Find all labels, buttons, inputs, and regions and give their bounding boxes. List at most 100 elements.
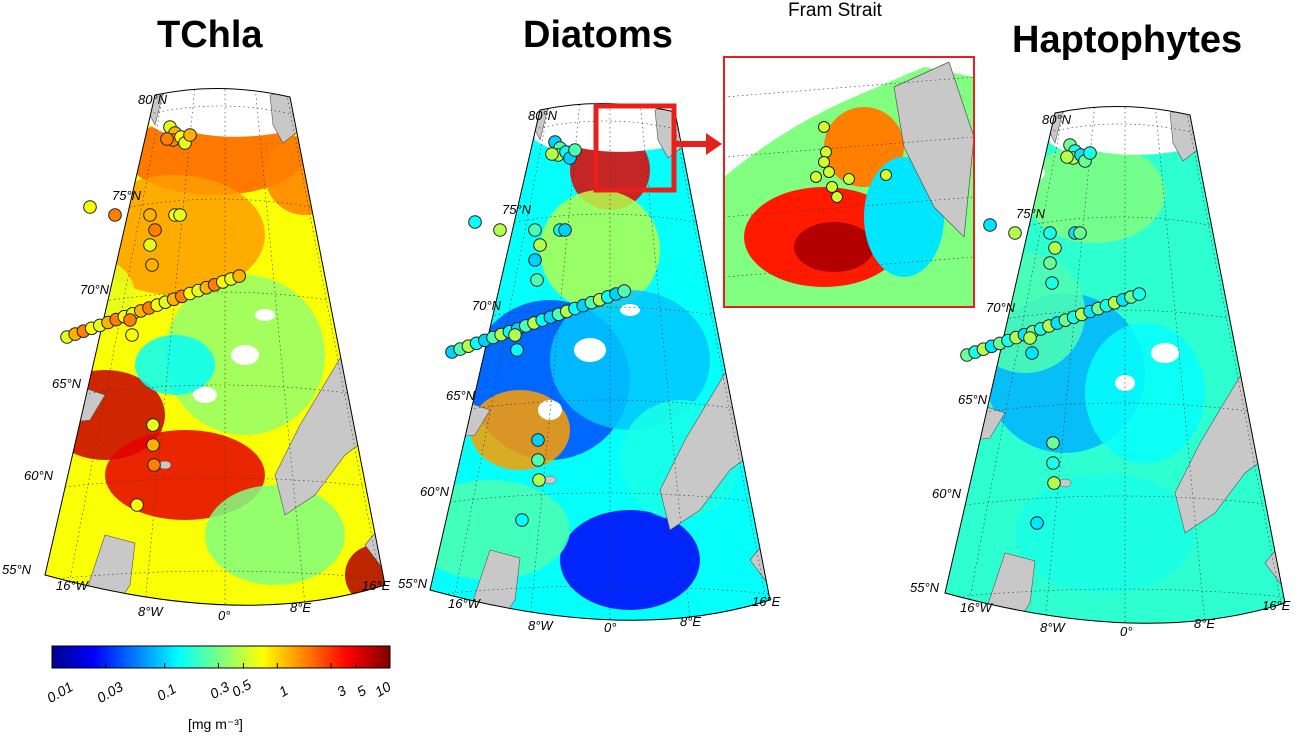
graticule-meridian — [529, 103, 581, 621]
lon-label-0: 0° — [604, 620, 617, 635]
station-marker — [530, 273, 544, 287]
graticule-parallel — [469, 399, 741, 410]
inset-map-fram-strait — [593, 56, 975, 308]
map-tchla — [44, 88, 386, 606]
inset-frame — [723, 56, 975, 308]
arrow-shaft — [674, 141, 708, 147]
station-marker — [1083, 146, 1097, 160]
land-faroes — [1058, 478, 1072, 488]
station-marker — [515, 513, 529, 527]
map-outline — [44, 88, 386, 606]
no-data-patch — [193, 387, 217, 403]
graticule-parallel — [945, 588, 1285, 599]
graticule-parallel — [964, 495, 1276, 506]
lat-label-55n: 55°N — [398, 576, 428, 591]
zoom-region-box — [593, 103, 677, 193]
station-marker — [147, 458, 161, 472]
station-marker — [493, 223, 507, 237]
station-marker — [173, 208, 187, 222]
station-marker — [818, 156, 830, 168]
station-marker — [83, 200, 97, 214]
graticule-meridian — [669, 103, 770, 621]
station-marker — [880, 169, 892, 181]
station-marker — [1047, 476, 1061, 490]
station-marker — [617, 284, 632, 298]
concentration-patch — [345, 545, 385, 605]
lat-label-60n: 60°N — [932, 486, 962, 501]
station-marker — [818, 121, 830, 133]
lon-label-8w: 8°W — [138, 604, 163, 619]
inset-land-svalbard — [893, 61, 974, 238]
lat-label-75n: 75°N — [112, 188, 142, 203]
arrow-to-inset — [674, 133, 722, 155]
graticule-meridian — [1184, 106, 1285, 624]
station-marker — [148, 223, 162, 237]
lat-label-60n: 60°N — [420, 484, 450, 499]
panel-title-diatoms: Diatoms — [523, 14, 673, 56]
inset-label: Fram Strait — [788, 0, 882, 21]
concentration-patch — [105, 430, 265, 520]
graticule-parallel — [724, 256, 974, 278]
no-data-patch — [255, 309, 275, 321]
graticule-parallel — [984, 402, 1256, 413]
lat-label-65n: 65°N — [446, 388, 476, 403]
station-marker — [1073, 226, 1087, 240]
station-marker — [1025, 346, 1039, 360]
station-marker — [810, 171, 822, 183]
no-data-patch — [1005, 163, 1045, 183]
lat-label-75n: 75°N — [502, 202, 532, 217]
station-marker — [826, 181, 838, 193]
lon-label-0: 0° — [218, 608, 231, 623]
map-outline — [944, 106, 1286, 624]
panel-title-tchla: TChla — [157, 14, 263, 56]
station-marker — [1046, 436, 1060, 450]
station-marker — [558, 223, 572, 237]
lat-label-80n: 80°N — [138, 92, 168, 107]
graticule-parallel — [124, 198, 316, 209]
graticule-parallel — [430, 585, 770, 596]
lon-label-16w: 16°W — [56, 578, 88, 593]
lat-label-70n: 70°N — [80, 282, 110, 297]
station-marker — [145, 258, 159, 272]
station-marker — [1046, 456, 1060, 470]
station-marker — [510, 343, 524, 357]
station-marker — [823, 166, 835, 178]
graticule-parallel — [724, 136, 974, 158]
lon-label-8e: 8°E — [680, 614, 702, 629]
colorbar-unit: [mg m⁻³] — [188, 716, 243, 732]
station-marker — [528, 223, 542, 237]
station-marker — [1043, 226, 1057, 240]
station-marker — [508, 328, 522, 342]
station-marker — [108, 208, 122, 222]
graticule-parallel — [45, 570, 385, 581]
panel-title-haptophytes: Haptophytes — [1012, 19, 1243, 61]
graticule-meridian — [1044, 106, 1096, 624]
colorbar — [51, 645, 391, 669]
lon-label-16w: 16°W — [960, 600, 992, 615]
lon-label-16w: 16°W — [448, 596, 480, 611]
concentration-patch — [550, 290, 710, 430]
graticule-meridian — [639, 103, 691, 621]
station-marker — [232, 269, 246, 283]
lat-label-70n: 70°N — [472, 298, 502, 313]
graticule-parallel — [724, 76, 974, 98]
lon-label-8w: 8°W — [1040, 620, 1065, 635]
lat-label-80n: 80°N — [528, 108, 558, 123]
station-marker — [1045, 276, 1059, 290]
graticule-parallel — [449, 492, 761, 503]
no-data-patch — [231, 345, 259, 365]
station-marker — [531, 433, 545, 447]
land-faroes — [158, 460, 172, 470]
station-marker — [143, 208, 157, 222]
graticule-meridian — [144, 88, 196, 606]
concentration-patch — [560, 510, 700, 610]
concentration-patch — [540, 190, 660, 310]
lat-label-55n: 55°N — [2, 562, 32, 577]
station-marker — [1030, 516, 1044, 530]
station-marker — [183, 128, 197, 142]
graticule-meridian — [449, 103, 551, 621]
station-marker — [1043, 256, 1057, 270]
station-marker — [468, 215, 482, 229]
